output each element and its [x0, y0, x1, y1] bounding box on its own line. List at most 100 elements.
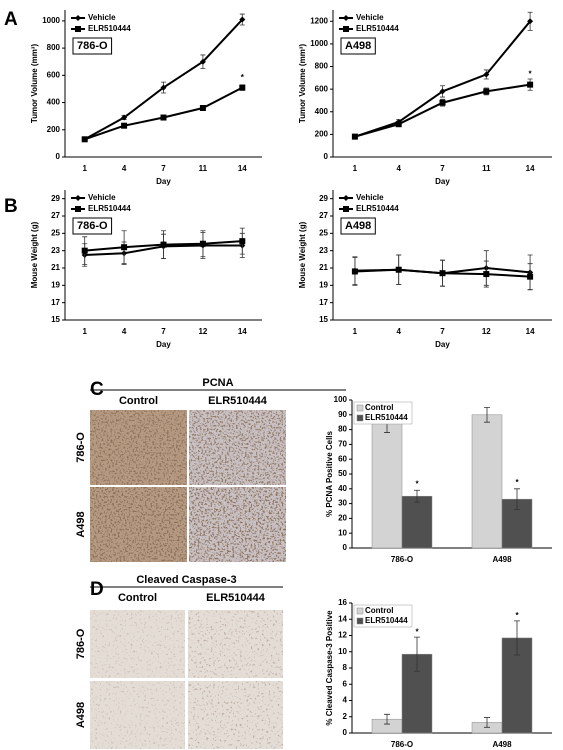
error-bar [414, 636, 420, 672]
error-bar [514, 620, 520, 656]
x-tick-label: 7 [161, 164, 166, 173]
legend-label: ELR510444 [356, 204, 399, 213]
annotation: * [415, 479, 419, 488]
legend-swatch [356, 414, 364, 422]
marker [160, 241, 167, 248]
y-tick-label: 200 [47, 125, 61, 134]
x-tick-label: 4 [122, 327, 127, 336]
marker [395, 266, 402, 273]
ihc-stain [189, 487, 286, 562]
x-tick-label: 786-O [391, 555, 413, 564]
marker [351, 268, 358, 275]
legend-marker [75, 195, 81, 201]
y-tick-label: 400 [47, 98, 61, 107]
y-tick-label: 600 [315, 84, 329, 93]
y-tick-label: 20 [338, 514, 347, 523]
annotation: * [241, 73, 245, 82]
x-axis-label: Day [156, 340, 171, 349]
x-tick-label: A498 [492, 555, 512, 564]
y-tick-label: 1200 [310, 16, 328, 25]
x-tick-label: 7 [440, 327, 445, 336]
y-tick-label: 200 [315, 129, 329, 138]
y-tick-label: 40 [338, 484, 347, 493]
x-tick-label: 4 [396, 164, 401, 173]
annotation: * [515, 611, 519, 620]
y-tick-label: 27 [51, 211, 60, 220]
legend-label: ELR510444 [356, 24, 399, 33]
ihc-row: A498 [75, 702, 87, 728]
marker [527, 18, 534, 25]
legend-label: ELR510444 [88, 24, 131, 33]
marker [199, 105, 206, 111]
marker [483, 71, 490, 78]
error-bar [484, 717, 490, 728]
bar [371, 423, 403, 549]
ihc-title: Cleaved Caspase-3 [136, 574, 236, 586]
y-tick-label: 0 [343, 543, 348, 552]
y-tick-label: 21 [319, 263, 328, 272]
y-tick-label: 1000 [310, 39, 328, 48]
ihc-column: Control [119, 395, 158, 407]
y-tick-label: 4 [343, 696, 348, 705]
marker [121, 114, 128, 121]
x-tick-label: 12 [198, 327, 207, 336]
ihc-row: 786-O [75, 628, 87, 659]
x-tick-label: 4 [122, 164, 127, 173]
y-tick-label: 19 [319, 280, 328, 289]
x-tick-label: 7 [440, 164, 445, 173]
annotation: * [515, 478, 519, 487]
marker [239, 238, 246, 245]
ihc-stain [189, 410, 286, 485]
error-bar [384, 713, 390, 725]
marker [351, 133, 358, 140]
legend-label: Control [365, 606, 393, 615]
y-tick-label: 23 [319, 246, 328, 255]
legend-swatch [356, 607, 364, 615]
error-bar [484, 407, 490, 423]
legend-label: ELR510444 [88, 204, 131, 213]
y-tick-label: 23 [51, 246, 60, 255]
inset-box [72, 217, 113, 235]
y-tick-label: 600 [47, 70, 61, 79]
x-axis-label: Day [435, 340, 450, 349]
legend-marker [75, 206, 81, 212]
legend-label: Vehicle [88, 13, 116, 22]
x-tick-label: 14 [526, 164, 535, 173]
y-tick-label: 15 [319, 315, 328, 324]
y-tick-label: 80 [338, 425, 347, 434]
y-tick-label: 800 [315, 62, 329, 71]
marker [483, 271, 490, 278]
x-tick-label: 11 [482, 164, 491, 173]
marker [483, 88, 490, 95]
y-tick-label: 800 [47, 43, 61, 52]
legend-box [353, 604, 413, 628]
y-tick-label: 8 [343, 663, 348, 672]
x-tick-label: 14 [526, 327, 535, 336]
ihc-column: ELR510444 [206, 592, 266, 604]
line-series [84, 86, 243, 141]
legend-label: ELR510444 [365, 413, 408, 422]
marker [395, 121, 402, 128]
y-tick-label: 10 [338, 528, 347, 537]
y-tick-label: 2 [343, 712, 348, 721]
marker [160, 114, 167, 121]
inset-label: 786-O [77, 220, 108, 232]
marker [121, 122, 128, 129]
y-tick-label: 17 [319, 298, 328, 307]
x-tick-label: 786-O [391, 740, 413, 749]
legend-swatch [356, 617, 364, 625]
inset-box [340, 217, 376, 235]
y-tick-label: 29 [51, 194, 60, 203]
y-axis-label: % Cleaved Caspase-3 Positive [325, 610, 334, 726]
y-axis-label: Mouse Weight (g) [30, 221, 39, 288]
ihc-stain [188, 681, 283, 749]
ihc-title: PCNA [202, 377, 233, 389]
x-tick-label: 4 [396, 327, 401, 336]
y-tick-label: 0 [324, 152, 329, 161]
y-tick-label: 50 [338, 469, 347, 478]
panel-label: D [90, 579, 104, 600]
marker [439, 270, 446, 277]
ihc-stain [188, 610, 283, 678]
y-tick-label: 400 [315, 107, 329, 116]
